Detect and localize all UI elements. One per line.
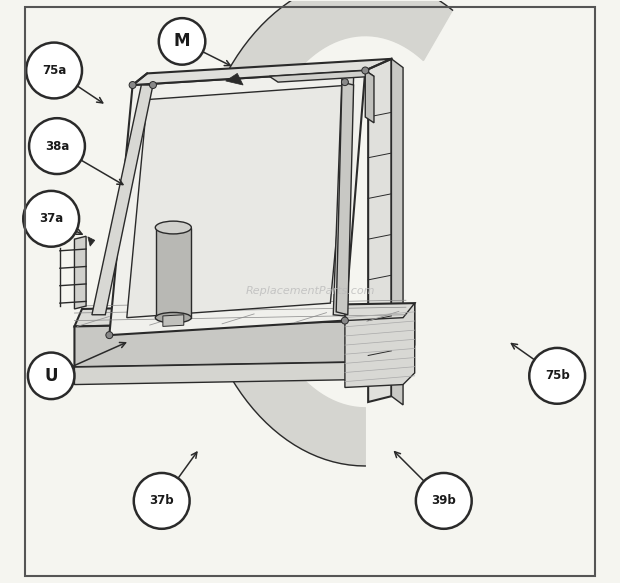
Polygon shape <box>74 236 86 309</box>
Polygon shape <box>109 71 365 335</box>
Polygon shape <box>74 321 406 367</box>
Text: 37a: 37a <box>39 212 63 225</box>
Polygon shape <box>74 361 406 385</box>
Polygon shape <box>226 73 243 85</box>
Polygon shape <box>163 315 184 326</box>
Polygon shape <box>368 59 391 402</box>
Polygon shape <box>406 303 415 361</box>
Text: 39b: 39b <box>432 494 456 507</box>
Circle shape <box>24 191 79 247</box>
Polygon shape <box>191 0 453 466</box>
Polygon shape <box>345 303 415 388</box>
Text: ReplacementParts.com: ReplacementParts.com <box>246 286 374 297</box>
Circle shape <box>529 348 585 404</box>
Polygon shape <box>336 82 353 315</box>
Circle shape <box>29 118 85 174</box>
Circle shape <box>28 353 74 399</box>
Text: 75a: 75a <box>42 64 66 77</box>
Circle shape <box>106 332 113 339</box>
Text: U: U <box>45 367 58 385</box>
Circle shape <box>159 18 205 65</box>
Polygon shape <box>269 71 374 82</box>
Circle shape <box>129 82 136 89</box>
Circle shape <box>361 67 369 74</box>
Polygon shape <box>127 85 351 318</box>
Polygon shape <box>156 227 191 318</box>
Polygon shape <box>365 71 374 123</box>
Text: 38a: 38a <box>45 139 69 153</box>
Circle shape <box>342 317 348 324</box>
Circle shape <box>26 43 82 99</box>
Circle shape <box>134 473 190 529</box>
Polygon shape <box>74 303 415 326</box>
Polygon shape <box>334 76 353 316</box>
Circle shape <box>149 82 156 89</box>
Ellipse shape <box>155 312 192 323</box>
Text: 37b: 37b <box>149 494 174 507</box>
Circle shape <box>342 79 348 86</box>
Text: 75b: 75b <box>545 370 570 382</box>
Polygon shape <box>391 59 403 405</box>
Text: M: M <box>174 33 190 50</box>
Polygon shape <box>88 237 95 246</box>
Circle shape <box>416 473 472 529</box>
Polygon shape <box>92 85 153 315</box>
Polygon shape <box>133 59 391 85</box>
Ellipse shape <box>155 221 192 234</box>
